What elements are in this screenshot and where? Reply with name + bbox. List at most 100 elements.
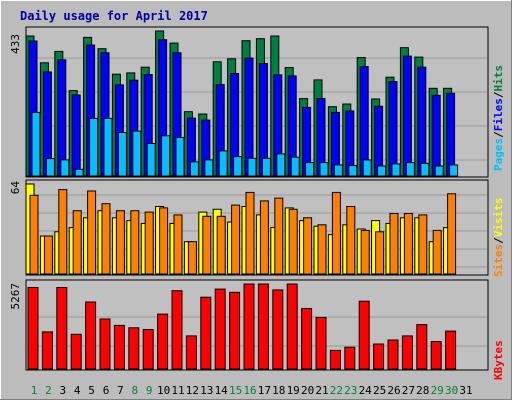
kbytes-bar-day-9 xyxy=(142,329,154,370)
chart-title: Daily usage for April 2017 xyxy=(20,9,208,23)
x-tick-label-day-16: 16 xyxy=(243,384,256,397)
sites-bar-day-14 xyxy=(216,215,226,275)
sites-bar-day-22 xyxy=(331,191,341,275)
kbytes-bar-day-28 xyxy=(416,324,428,370)
x-tick-label-day-3: 3 xyxy=(59,384,66,397)
sites-bar-day-3 xyxy=(58,189,68,275)
pages-bar-day-1 xyxy=(31,111,41,177)
x-tick-label-day-5: 5 xyxy=(88,384,95,397)
x-tick-label-day-21: 21 xyxy=(315,384,328,397)
kbytes-bar-day-30 xyxy=(445,330,457,370)
sites-bar-day-26 xyxy=(389,213,399,275)
pages-bar-day-27 xyxy=(405,162,415,177)
kbytes-bar-day-6 xyxy=(99,318,111,370)
sites-bar-day-20 xyxy=(303,217,313,275)
sites-bar-day-17 xyxy=(259,200,269,275)
legend-item-visits: Visits xyxy=(492,198,505,238)
sites-bar-day-12 xyxy=(187,241,197,275)
pages-bar-day-4 xyxy=(74,168,84,177)
x-tick-label-day-29: 29 xyxy=(431,384,444,397)
legend-separator: / xyxy=(492,237,505,244)
hits-files-pages-panel xyxy=(25,26,489,178)
sites-bar-day-19 xyxy=(288,208,298,275)
sites-bar-day-27 xyxy=(403,213,413,275)
x-tick-label-day-8: 8 xyxy=(131,384,138,397)
x-tick-label-day-30: 30 xyxy=(445,384,458,397)
x-tick-label-day-22: 22 xyxy=(330,384,343,397)
legend-separator: / xyxy=(492,91,505,98)
kbytes-bar-day-18 xyxy=(272,289,284,370)
x-tick-label-day-11: 11 xyxy=(171,384,184,397)
kbytes-bar-day-23 xyxy=(344,346,356,370)
sites-visits-panel xyxy=(25,179,489,276)
pages-bar-day-23 xyxy=(348,165,358,177)
legend-text: Sites/Visits xyxy=(492,198,505,278)
kbytes-bar-day-16 xyxy=(243,283,255,370)
pages-bar-day-19 xyxy=(290,156,300,177)
kbytes-bar-day-24 xyxy=(358,300,370,370)
pages-bar-day-29 xyxy=(434,165,444,177)
pages-bar-day-15 xyxy=(233,156,243,177)
sites-bar-day-10 xyxy=(159,207,169,275)
pages-bar-day-12 xyxy=(189,161,199,177)
x-tick-label-day-25: 25 xyxy=(373,384,386,397)
kbytes-bar-day-22 xyxy=(329,349,341,370)
pages-bar-day-26 xyxy=(391,163,401,177)
sites-bar-day-9 xyxy=(144,211,154,275)
kbytes-bar-day-14 xyxy=(214,288,226,370)
sites-bar-day-25 xyxy=(375,231,385,275)
x-tick-label-day-28: 28 xyxy=(416,384,429,397)
files-bar-day-28 xyxy=(417,66,427,177)
files-bar-day-30 xyxy=(446,92,456,177)
x-tick-label-day-31: 31 xyxy=(459,384,472,397)
pages-bar-day-5 xyxy=(89,117,99,177)
sites-bar-day-13 xyxy=(202,215,212,275)
kbytes-bar-day-7 xyxy=(113,324,125,370)
pages-bar-day-11 xyxy=(175,137,185,177)
sites-bar-day-16 xyxy=(245,191,255,275)
kbytes-bar-day-3 xyxy=(56,287,68,370)
pages-bar-day-21 xyxy=(319,162,329,177)
x-tick-label-day-23: 23 xyxy=(344,384,357,397)
legend-sites-visits: Sites/Visits xyxy=(492,198,505,278)
legend-item-files: Files xyxy=(492,98,505,131)
sites-bar-day-4 xyxy=(72,210,82,275)
x-tick-label-day-2: 2 xyxy=(45,384,52,397)
legend-hits-files-pages: Pages/Files/Hits xyxy=(492,65,505,171)
kbytes-bar-day-2 xyxy=(41,331,53,370)
sites-bar-day-5 xyxy=(87,190,97,275)
legend-separator: / xyxy=(492,131,505,138)
kbytes-bar-day-8 xyxy=(128,327,140,370)
sites-bar-day-21 xyxy=(317,224,327,275)
x-tick-label-day-1: 1 xyxy=(31,384,38,397)
legend-kbytes: KBytes xyxy=(492,340,505,380)
files-bar-day-29 xyxy=(431,94,441,177)
legend-item-kbytes: KBytes xyxy=(492,340,505,380)
sites-bar-day-1 xyxy=(29,194,39,275)
kbytes-bar-day-17 xyxy=(257,283,269,370)
x-tick-label-day-19: 19 xyxy=(287,384,300,397)
legend-text: Pages/Files/Hits xyxy=(492,65,505,171)
sites-bar-day-30 xyxy=(447,193,457,275)
legend-text: KBytes xyxy=(492,340,505,380)
pages-bar-day-16 xyxy=(247,157,257,177)
pages-bar-day-17 xyxy=(261,157,271,177)
x-tick-label-day-18: 18 xyxy=(272,384,285,397)
kbytes-bar-day-11 xyxy=(171,290,183,370)
pages-bar-day-18 xyxy=(276,153,286,177)
pages-bar-day-28 xyxy=(420,162,430,177)
sites-bar-day-15 xyxy=(231,204,241,275)
sites-bar-day-28 xyxy=(418,214,428,275)
x-tick-label-day-20: 20 xyxy=(301,384,314,397)
pages-bar-day-9 xyxy=(146,143,156,177)
x-axis-day-labels: 1 2 3 4 5 6 7 8 9 10 11 12 13 14 15 16 17 18 19 20 21 22 23 24 2… xyxy=(31,384,473,397)
pages-bar-day-7 xyxy=(117,132,127,177)
pages-bar-day-2 xyxy=(45,158,55,177)
pages-bar-day-3 xyxy=(60,159,70,177)
kbytes-panel xyxy=(25,279,489,371)
pages-bar-day-22 xyxy=(333,164,343,177)
kbytes-bar-day-27 xyxy=(401,335,413,370)
legend-item-hits: Hits xyxy=(492,65,505,92)
pages-bar-day-6 xyxy=(103,117,113,177)
